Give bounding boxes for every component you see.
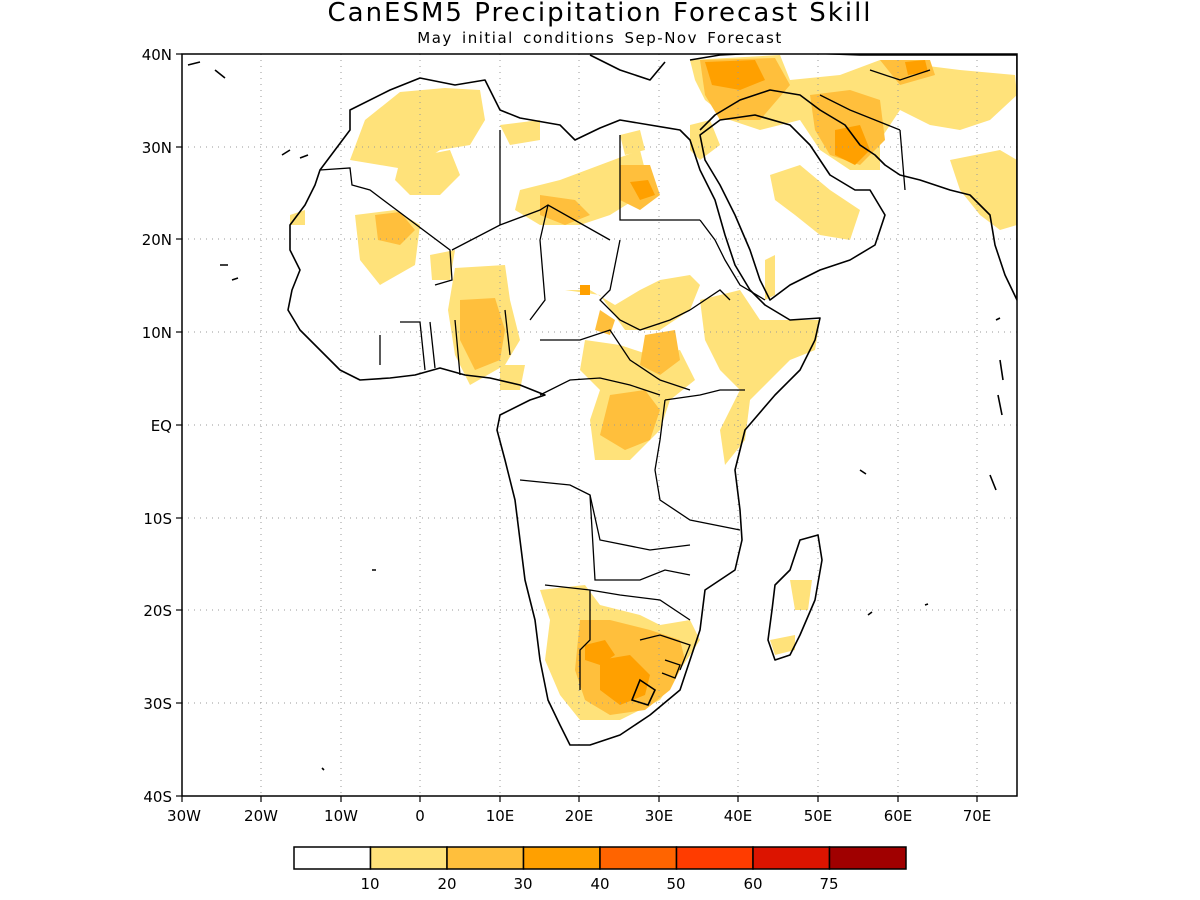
lon-tick-label: 50E (804, 807, 833, 825)
legend-swatch (599, 846, 678, 870)
lat-tick-label: EQ (151, 417, 172, 435)
legend-label: 60 (743, 875, 762, 893)
lat-tick-label: 30S (143, 695, 172, 713)
lon-tick-label: 20W (244, 807, 278, 825)
madagascar-coastline (767, 534, 823, 661)
lon-tick-label: 0 (415, 807, 425, 825)
country-borders (319, 69, 931, 706)
legend-swatch (828, 846, 907, 870)
legend-label: 10 (360, 875, 379, 893)
lon-tick-label: 20E (565, 807, 594, 825)
legend-swatch (369, 846, 448, 870)
lon-tick-label: 10W (324, 807, 358, 825)
legend-swatch (752, 846, 831, 870)
lon-tick-label: 30W (167, 807, 201, 825)
lat-tick-label: 10N (142, 324, 172, 342)
lat-tick-label: 20N (142, 231, 172, 249)
lon-tick-label: 60E (884, 807, 913, 825)
lat-tick-label: 10S (143, 510, 172, 528)
asia-coastline (689, 54, 1017, 301)
legend-label: 50 (666, 875, 685, 893)
lat-tick-label: 40S (143, 788, 172, 806)
skill-shading (290, 55, 1017, 720)
tick-marks (176, 53, 978, 802)
legend-label: 40 (590, 875, 609, 893)
legend-swatch (446, 846, 525, 870)
legend-swatch (522, 846, 601, 870)
legend-label: 20 (437, 875, 456, 893)
europe-coastline (589, 54, 666, 81)
color-legend: 10 20 30 40 50 60 75 (293, 846, 907, 893)
lat-tick-label: 40N (142, 46, 172, 64)
legend-label: 30 (513, 875, 532, 893)
map-subtitle: May initial conditions Sep-Nov Forecast (417, 29, 783, 47)
lat-tick-label: 20S (143, 602, 172, 620)
gridlines (182, 54, 1017, 796)
lon-tick-label: 30E (645, 807, 674, 825)
map-title: CanESM5 Precipitation Forecast Skill (327, 0, 873, 28)
lat-tick-label: 30N (142, 139, 172, 157)
lon-tick-label: 10E (486, 807, 515, 825)
lon-tick-label: 40E (724, 807, 753, 825)
legend-swatch (675, 846, 754, 870)
arabia-coastline (699, 114, 886, 301)
lon-tick-label: 70E (963, 807, 992, 825)
coastlines (187, 54, 1017, 771)
africa-coastline (287, 77, 821, 746)
legend-swatch (293, 846, 372, 870)
latitude-labels: 40N 30N 20N 10N EQ 10S 20S 30S 40S (142, 46, 172, 806)
longitude-labels: 30W 20W 10W 0 10E 20E 30E 40E 50E 60E 70… (167, 807, 991, 825)
legend-label: 75 (819, 875, 838, 893)
